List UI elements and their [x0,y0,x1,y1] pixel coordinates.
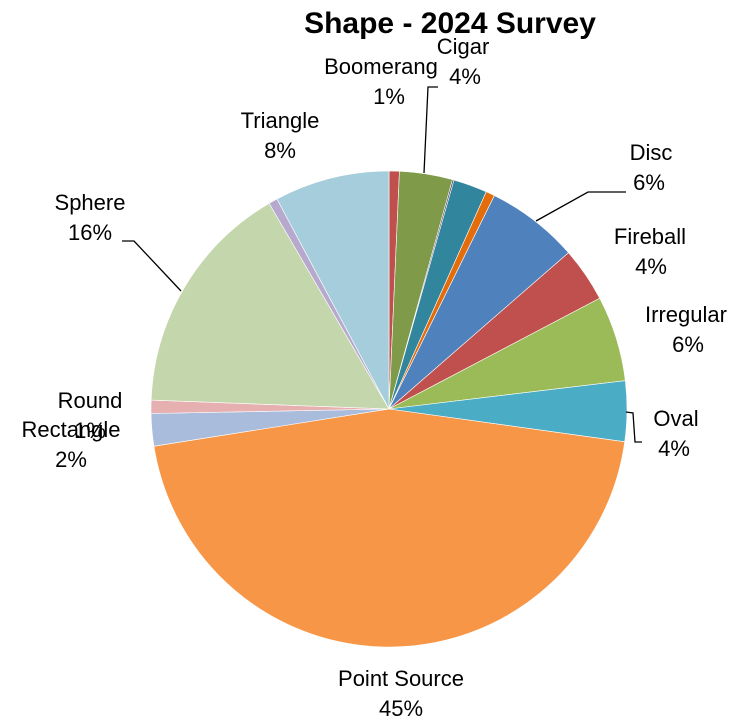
label-boomerang-pct: 1% [373,84,405,109]
pie-slice-sphere [150,202,390,410]
label-oval-pct: 4% [658,436,690,461]
slice-labels: Boomerang 1% Cigar 4% Disc 6% Fireball 4… [21,34,727,721]
label-irregular-name: Irregular [645,302,727,327]
label-round-name: Round [58,388,123,413]
chart-title: Shape - 2024 Survey [304,7,596,40]
leader-lines [122,86,642,443]
pie-slices [150,170,628,648]
label-sphere-pct: 16% [68,220,112,245]
label-round-pct: 1% [74,418,106,443]
label-fireball-name: Fireball [614,224,686,249]
label-rectangle-name: Rectangle [21,417,120,442]
label-point-source-name: Point Source [338,666,464,691]
label-cigar-name: Cigar [437,34,490,59]
label-fireball-pct: 4% [635,254,667,279]
leader-line-cigar [423,86,438,174]
label-triangle-name: Triangle [241,108,320,133]
leader-line-disc [535,191,626,222]
label-cigar-pct: 4% [449,64,481,89]
label-point-source-pct: 45% [379,696,423,721]
label-disc-pct: 6% [633,170,665,195]
label-disc-name: Disc [630,140,673,165]
label-boomerang-name: Boomerang [324,54,438,79]
pie-slice-triangle [276,170,390,410]
label-sphere-name: Sphere [55,190,126,215]
label-rectangle-pct: 2% [55,447,87,472]
label-triangle-pct: 8% [264,138,296,163]
leader-line-oval [625,411,642,443]
leader-line-sphere [122,240,182,292]
label-irregular-pct: 6% [672,332,704,357]
label-oval-name: Oval [653,406,698,431]
pie-slice-point-source [153,408,626,648]
